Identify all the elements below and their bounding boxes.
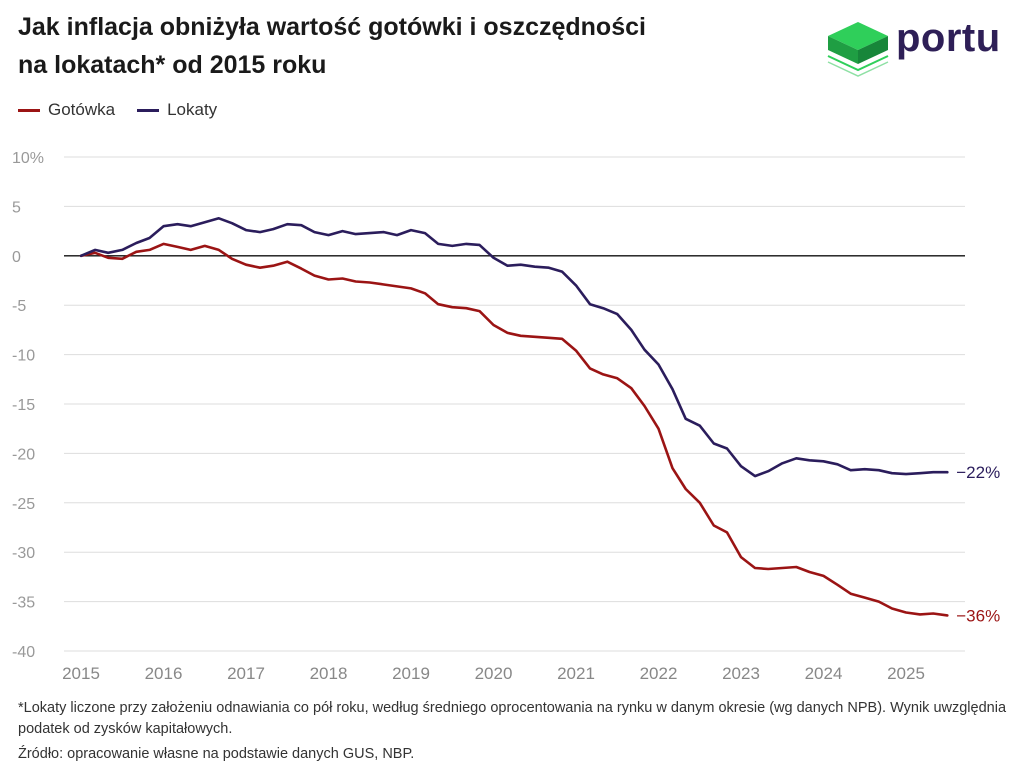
x-tick-label: 2025 — [887, 664, 925, 683]
legend-item-lokaty: Lokaty — [137, 100, 217, 120]
portu-logo-icon — [827, 22, 889, 77]
series-line-lokaty — [79, 217, 949, 478]
y-tick-label: 10% — [12, 150, 44, 167]
title-line-1: Jak inflacja obniżyła wartość gotówki i … — [18, 13, 646, 41]
x-tick-label: 2024 — [805, 664, 843, 683]
x-tick-label: 2019 — [392, 664, 430, 683]
chart-legend: Gotówka Lokaty — [18, 100, 217, 120]
legend-swatch-lokaty — [137, 108, 160, 112]
logo-text: portu — [896, 16, 1001, 60]
y-tick-label: -5 — [12, 298, 26, 315]
legend-swatch-gotowka — [18, 108, 40, 112]
chart-title: Jak inflacja obniżyła wartość gotówki i … — [18, 8, 798, 84]
y-tick-label: 0 — [12, 249, 21, 266]
legend-item-gotowka: Gotówka — [18, 100, 115, 120]
end-label-lokaty: −22% — [956, 463, 1000, 482]
x-tick-label: 2022 — [640, 664, 678, 683]
y-tick-label: -20 — [12, 446, 35, 463]
y-tick-label: -10 — [12, 348, 35, 365]
x-tick-label: 2021 — [557, 664, 595, 683]
y-tick-label: -30 — [12, 545, 35, 562]
series-line-gotowka — [79, 242, 949, 617]
y-tick-label: 5 — [12, 199, 21, 216]
footnote: *Lokaty liczone przy założeniu odnawiani… — [18, 700, 1007, 737]
title-line-2: na lokatach* od 2015 roku — [18, 51, 327, 79]
source-note: Źródło: opracowanie własne na podstawie … — [18, 746, 415, 762]
y-tick-label: -15 — [12, 397, 35, 414]
legend-label-gotowka: Gotówka — [48, 100, 116, 119]
y-tick-label: -35 — [12, 595, 35, 612]
y-tick-label: -25 — [12, 496, 35, 513]
end-label-gotowka: −36% — [956, 606, 1000, 625]
x-tick-label: 2017 — [227, 664, 265, 683]
x-tick-label: 2016 — [145, 664, 183, 683]
x-tick-label: 2023 — [722, 664, 760, 683]
x-tick-label: 2015 — [62, 664, 100, 683]
y-tick-label: -40 — [12, 644, 35, 661]
legend-label-lokaty: Lokaty — [167, 100, 218, 119]
x-tick-label: 2020 — [475, 664, 513, 683]
x-tick-label: 2018 — [310, 664, 348, 683]
